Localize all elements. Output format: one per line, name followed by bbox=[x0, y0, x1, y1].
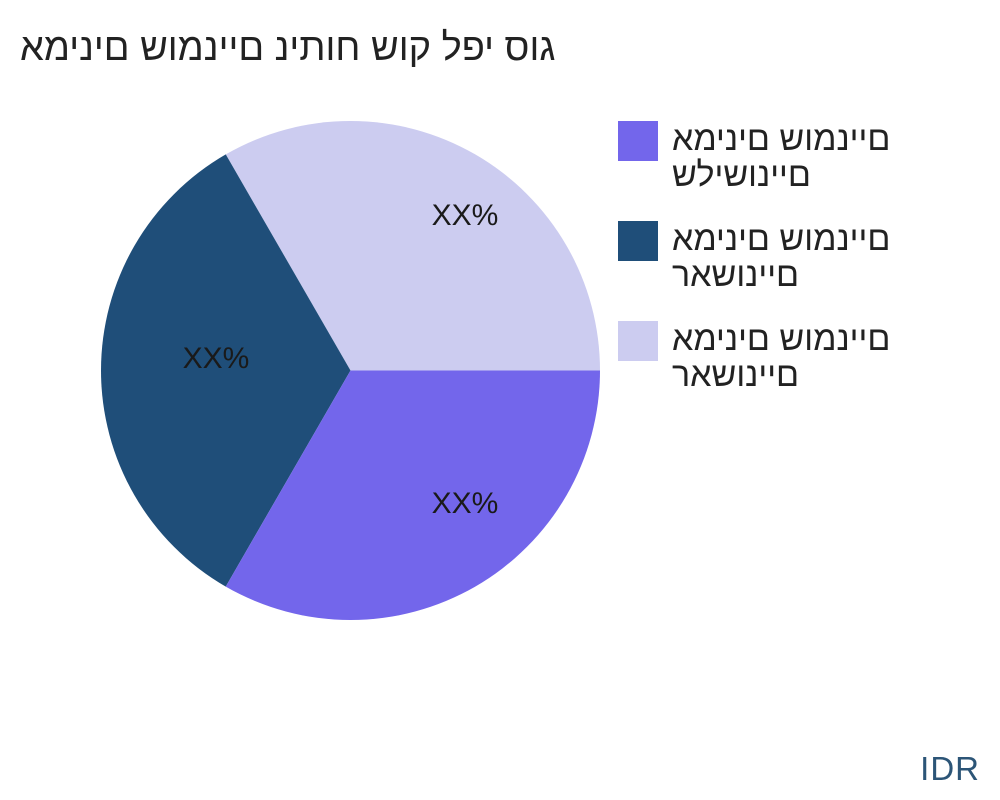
svg-text:XX%: XX% bbox=[432, 199, 499, 232]
svg-text:XX%: XX% bbox=[432, 487, 499, 520]
svg-text:XX%: XX% bbox=[183, 342, 250, 375]
